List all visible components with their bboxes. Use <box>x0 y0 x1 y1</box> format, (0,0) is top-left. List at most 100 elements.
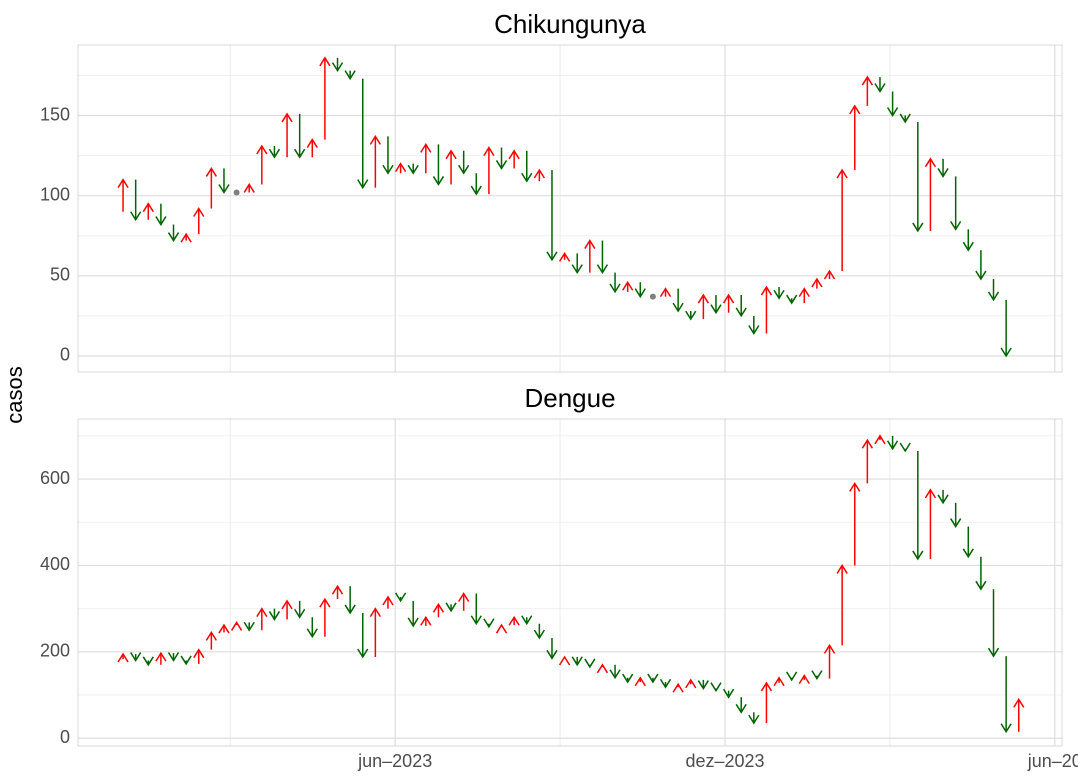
arrow-head <box>382 164 394 175</box>
arrow <box>811 277 823 289</box>
arrow-head <box>205 630 217 641</box>
arrow <box>584 239 596 273</box>
arrow <box>609 664 621 680</box>
arrow <box>445 602 457 613</box>
arrow-head <box>811 670 823 681</box>
arrow <box>798 287 810 304</box>
arrow-head <box>861 438 873 449</box>
arrow-head <box>394 162 407 173</box>
arrow <box>861 438 873 484</box>
y-tick-label: 50 <box>50 265 70 285</box>
arrow <box>672 288 684 313</box>
arrow <box>256 607 268 631</box>
arrow-head <box>533 629 545 640</box>
arrow <box>268 145 281 159</box>
arrow <box>243 183 255 193</box>
arrow-head <box>281 112 293 123</box>
arrow-head <box>331 584 344 595</box>
arrow-head <box>117 652 129 663</box>
x-tick-label: dez–2023 <box>685 751 764 771</box>
arrow-head <box>672 302 684 313</box>
arrow-head <box>193 648 205 659</box>
arrow <box>962 526 974 559</box>
arrow <box>458 592 470 611</box>
arrow <box>649 293 656 300</box>
arrow-head <box>962 241 974 252</box>
arrow-head <box>256 144 268 155</box>
arrow <box>596 663 609 674</box>
arrow <box>937 158 949 178</box>
no-change-dot <box>649 293 656 300</box>
arrow <box>912 121 924 233</box>
arrow-head <box>546 649 558 660</box>
arrow-head <box>836 564 848 574</box>
arrow <box>382 136 394 175</box>
arrow-head <box>722 688 735 699</box>
arrow-head <box>773 676 785 687</box>
arrow-head <box>685 310 697 321</box>
arrow <box>130 179 142 222</box>
arrow-head <box>306 138 318 148</box>
arrow-head <box>294 148 306 159</box>
arrow-head <box>180 655 192 666</box>
arrow-head <box>647 673 659 684</box>
arrow <box>470 593 482 626</box>
arrow <box>407 163 419 175</box>
y-tick-label: 0 <box>60 727 70 747</box>
arrow-head <box>155 651 167 662</box>
arrow-head <box>912 222 924 233</box>
arrow <box>697 679 709 690</box>
arrow-head <box>710 304 722 315</box>
arrow <box>596 240 609 275</box>
arrow-head <box>369 134 381 145</box>
arrow-head <box>382 595 394 606</box>
arrow-head <box>849 481 861 492</box>
arrow-head <box>546 251 558 262</box>
y-tick-label: 600 <box>40 468 70 488</box>
arrow-head <box>987 291 1000 302</box>
arrow-head <box>432 602 445 613</box>
arrow <box>458 150 470 175</box>
arrow <box>950 176 962 231</box>
arrow <box>495 623 508 634</box>
arrow <box>924 488 937 559</box>
arrow-head <box>937 494 949 505</box>
arrow-head <box>672 682 684 693</box>
arrow <box>445 149 457 185</box>
arrow <box>685 310 697 321</box>
arrow <box>117 178 129 212</box>
arrow <box>773 676 785 687</box>
arrow <box>823 269 836 280</box>
arrow <box>294 600 306 619</box>
arrow <box>495 147 508 170</box>
arrow-head <box>218 623 230 634</box>
arrow-head <box>987 647 1000 658</box>
arrow-head <box>268 148 281 159</box>
arrow <box>899 442 911 453</box>
arrow-head <box>470 615 482 626</box>
arrow-head <box>483 146 495 156</box>
arrow <box>546 170 558 262</box>
arrow-head <box>899 442 911 453</box>
arrow <box>331 57 344 73</box>
arrow-head <box>344 70 356 81</box>
no-change-dot <box>233 189 240 196</box>
arrow-head <box>407 617 419 628</box>
arrow-head <box>760 285 773 296</box>
arrow <box>205 167 217 209</box>
arrow-head <box>256 607 268 618</box>
arrow-head <box>571 656 583 667</box>
arrow <box>432 144 445 186</box>
arrow <box>394 162 407 174</box>
arrow <box>233 189 240 196</box>
arrow-head <box>306 628 318 639</box>
arrow <box>142 656 154 667</box>
arrow-head <box>420 615 432 626</box>
y-axis-label: casos <box>2 366 27 423</box>
arrow-head <box>924 488 937 499</box>
arrow <box>306 617 318 639</box>
arrow-head <box>357 648 369 659</box>
arrow <box>243 621 255 632</box>
arrow <box>823 643 836 679</box>
arrow <box>861 75 873 106</box>
